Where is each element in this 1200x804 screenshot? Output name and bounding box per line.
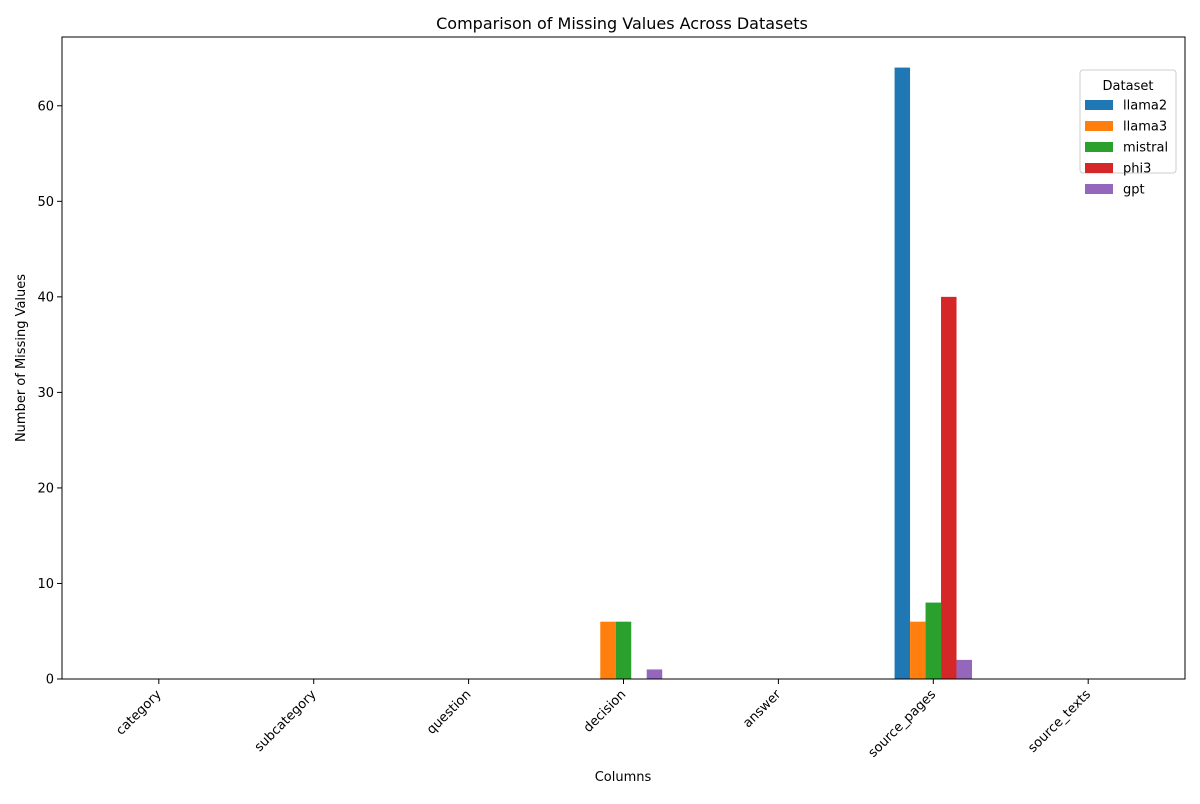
bar-mistral-decision — [615, 621, 632, 679]
bar-gpt-decision — [646, 669, 663, 679]
legend-label-llama2: llama2 — [1123, 99, 1167, 114]
plot-area-frame — [61, 36, 1186, 680]
bar-mistral-source_pages — [925, 602, 942, 679]
legend-label-gpt: gpt — [1123, 183, 1145, 198]
y-tick-label: 30 — [37, 386, 54, 401]
x-axis-label: Columns — [595, 770, 652, 785]
y-tick-label: 60 — [37, 99, 54, 114]
legend-label-llama3: llama3 — [1123, 120, 1167, 135]
legend-swatch-gpt — [1085, 184, 1113, 194]
legend-title: Dataset — [1103, 79, 1154, 94]
y-axis-label: Number of Missing Values — [14, 274, 29, 442]
legend-swatch-mistral — [1085, 142, 1113, 152]
legend-swatch-llama3 — [1085, 121, 1113, 131]
bars-layer — [600, 67, 973, 680]
bar-phi3-source_pages — [941, 296, 957, 679]
y-tick-label: 10 — [37, 577, 54, 592]
legend-entries: llama2 llama3 mistral phi3 gpt — [1085, 99, 1168, 198]
chart-title: Comparison of Missing Values Across Data… — [436, 14, 808, 33]
y-tick-label: 0 — [46, 673, 54, 688]
legend-label-mistral: mistral — [1123, 141, 1168, 156]
bar-llama2-source_pages — [894, 67, 911, 680]
y-axis-ticks: 0 10 20 30 40 50 60 — [37, 99, 62, 688]
bar-gpt-source_pages — [956, 659, 973, 679]
y-tick-label: 20 — [37, 481, 54, 496]
y-tick-label: 40 — [37, 290, 54, 305]
y-tick-label: 50 — [37, 195, 54, 210]
legend-swatch-phi3 — [1085, 163, 1113, 173]
legend: Dataset llama2 llama3 mistral phi3 gpt — [1079, 69, 1177, 198]
legend-swatch-llama2 — [1085, 100, 1113, 110]
bar-llama3-source_pages — [910, 621, 926, 679]
legend-label-phi3: phi3 — [1123, 162, 1151, 177]
bar-llama3-decision — [600, 621, 616, 679]
